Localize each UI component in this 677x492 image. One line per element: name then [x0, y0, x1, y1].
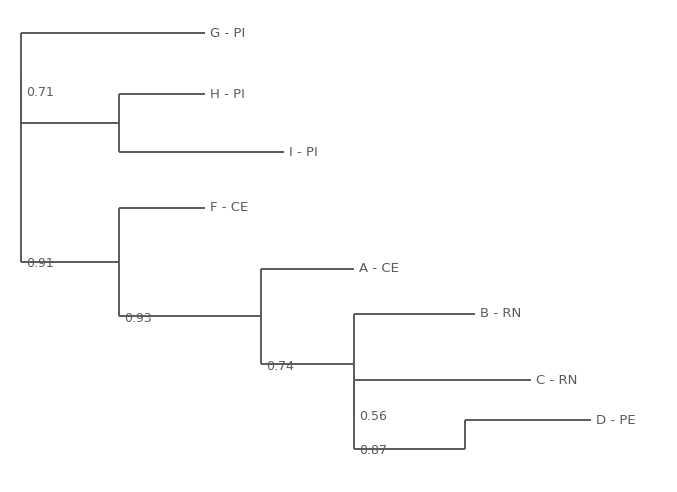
Text: 0.74: 0.74 [266, 360, 294, 372]
Text: H - PI: H - PI [210, 88, 245, 101]
Text: A - CE: A - CE [359, 262, 399, 275]
Text: 0.87: 0.87 [359, 444, 387, 457]
Text: G - PI: G - PI [210, 27, 245, 40]
Text: F - CE: F - CE [210, 201, 248, 214]
Text: 0.56: 0.56 [359, 410, 387, 423]
Text: 0.93: 0.93 [125, 312, 152, 325]
Text: 0.91: 0.91 [26, 257, 54, 270]
Text: B - RN: B - RN [480, 308, 521, 320]
Text: D - PE: D - PE [596, 414, 636, 427]
Text: I - PI: I - PI [289, 146, 318, 159]
Text: C - RN: C - RN [536, 374, 577, 387]
Text: 0.71: 0.71 [26, 86, 54, 98]
